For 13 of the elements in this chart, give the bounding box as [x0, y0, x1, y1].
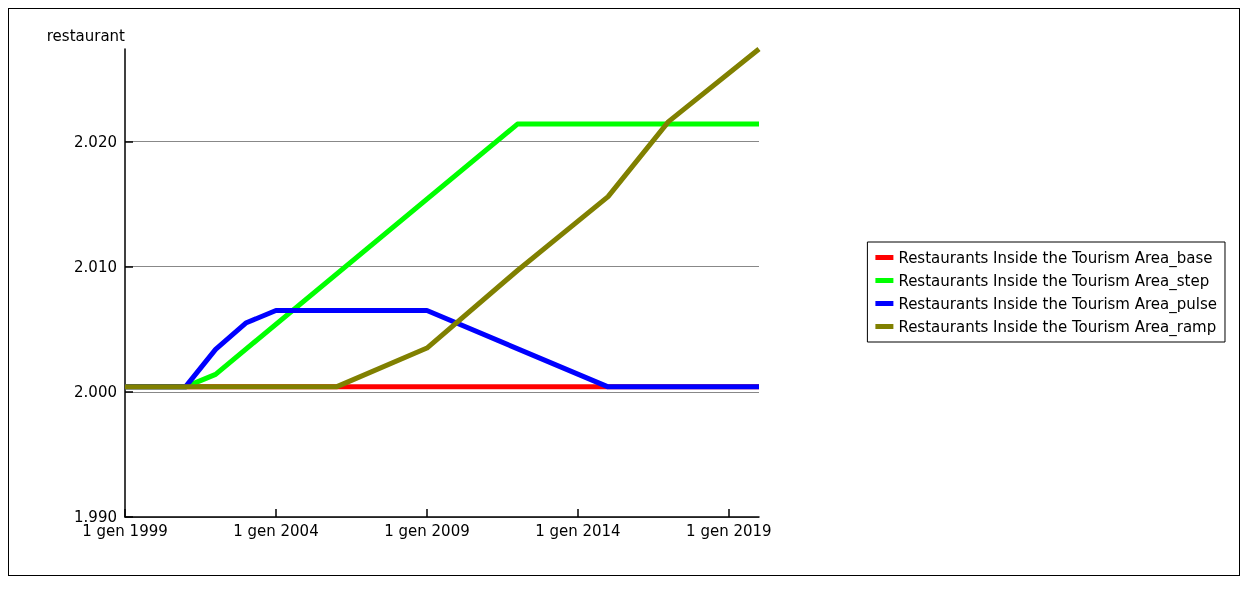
legend-label: Restaurants Inside the Tourism Area_base	[898, 248, 1213, 268]
legend-label: Restaurants Inside the Tourism Area_pulse	[898, 294, 1218, 314]
x-tick-label: 1 gen 1999	[82, 521, 168, 540]
x-tick-label: 1 gen 2009	[384, 521, 470, 540]
x-tick-label: 1 gen 2004	[233, 521, 319, 540]
legend-label: Restaurants Inside the Tourism Area_step	[898, 271, 1210, 291]
y-tick-label: 2.020	[74, 132, 117, 151]
y-tick-label: 2.000	[74, 382, 117, 401]
x-tick-label: 1 gen 2019	[686, 521, 772, 540]
legend-label: Restaurants Inside the Tourism Area_ramp	[898, 317, 1217, 337]
y-tick-label: 2.010	[74, 257, 117, 276]
x-tick-label: 1 gen 2014	[535, 521, 621, 540]
y-axis-title: restaurant	[46, 26, 126, 45]
